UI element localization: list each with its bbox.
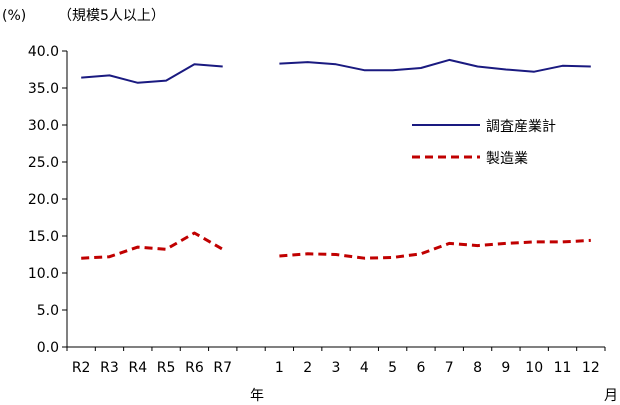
x-tick-label: R4	[128, 360, 147, 376]
x-axis-unit-month: 月	[604, 388, 618, 404]
subtitle-label: （規模5人以上）	[58, 8, 165, 24]
chart-axes	[62, 50, 606, 351]
x-tick-label: 3	[332, 360, 341, 376]
legend-label-2: 製造業	[486, 151, 528, 167]
x-tick-label: 2	[303, 360, 312, 376]
unit-label: (%)	[2, 8, 26, 24]
y-tick-label: 10.0	[28, 266, 59, 282]
x-tick-label: 11	[554, 360, 572, 376]
x-tick-label: 12	[582, 360, 600, 376]
x-tick-label: R7	[213, 360, 232, 376]
series-line-1	[279, 58, 591, 73]
y-tick-label: 25.0	[28, 155, 59, 171]
x-tick-label: R3	[100, 360, 119, 376]
x-tick-label: 7	[445, 360, 454, 376]
series-line-1	[81, 63, 223, 84]
x-tick-label: 10	[525, 360, 543, 376]
series-line-2	[279, 238, 591, 260]
x-tick-label: 1	[275, 360, 284, 376]
y-tick-label: 5.0	[37, 303, 59, 319]
legend-label-1: 調査産業計	[486, 119, 556, 135]
x-tick-labels: R2 R3 R4 R5 R6 R7 1 2 3 4 5 6 7 8 9 10 11 12	[72, 360, 600, 376]
series-line-2	[81, 231, 224, 260]
y-tick-label: 15.0	[28, 229, 59, 245]
y-tick-label: 35.0	[28, 81, 59, 97]
y-tick-labels: 0.0 5.0 10.0 15.0 20.0 25.0 30.0 35.0 40.0	[28, 44, 59, 356]
chart-series	[81, 58, 591, 260]
x-tick-label: 4	[360, 360, 369, 376]
x-tick-label: R2	[72, 360, 91, 376]
x-tick-label: R6	[185, 360, 204, 376]
x-tick-label: R5	[157, 360, 176, 376]
y-tick-label: 20.0	[28, 192, 59, 208]
y-tick-label: 40.0	[28, 44, 59, 60]
y-tick-label: 30.0	[28, 118, 59, 134]
x-tick-label: 5	[388, 360, 397, 376]
y-tick-label: 0.0	[37, 340, 59, 356]
x-tick-label: 8	[473, 360, 482, 376]
x-tick-label: 6	[416, 360, 425, 376]
x-axis-unit-year: 年	[250, 388, 264, 404]
x-tick-label: 9	[501, 360, 510, 376]
